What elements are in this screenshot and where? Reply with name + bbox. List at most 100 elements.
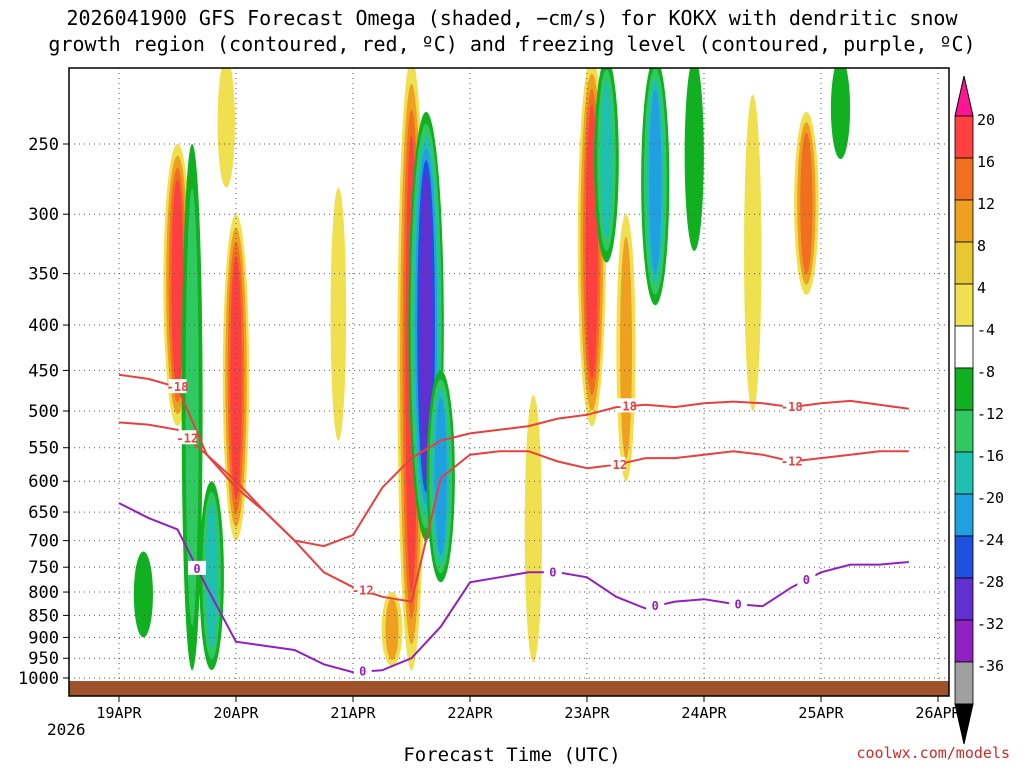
contour-0 — [118, 502, 909, 674]
y-tick-label: 350 — [28, 265, 59, 285]
contour-label-bg — [543, 564, 562, 579]
colorbar-segment — [954, 535, 974, 579]
colorbar-segment — [954, 367, 974, 411]
contour-label-bg — [797, 571, 816, 586]
omega-blob — [171, 179, 184, 391]
omega-blob — [684, 68, 704, 251]
contour-minus12 — [118, 421, 909, 603]
omega-blob — [217, 68, 235, 188]
colorbar-segment — [954, 619, 974, 663]
y-tick-label: 500 — [28, 402, 59, 422]
colorbar-label: -16 — [977, 447, 1004, 465]
x-axis-title: Forecast Time (UTC) — [403, 744, 621, 766]
x-tick-label: 23APR — [564, 704, 610, 722]
contour-label: -18 — [781, 400, 803, 414]
contour-label: 0 — [193, 562, 200, 576]
chart-title-line1: 2026041900 GFS Forecast Omega (shaded, −… — [66, 6, 958, 30]
y-tick-label: 450 — [28, 361, 59, 381]
contour-label: -12 — [176, 431, 198, 445]
contour-label-bg — [353, 582, 372, 597]
contour-label: -12 — [781, 454, 803, 468]
colorbar-segment — [954, 451, 974, 495]
colorbar-label: -32 — [977, 615, 1004, 633]
colorbar-label: 12 — [977, 195, 995, 213]
colorbar-label: -24 — [977, 531, 1004, 549]
colorbar-segment — [954, 115, 974, 159]
contour-label-bg — [646, 598, 665, 613]
omega-blob — [600, 81, 613, 240]
contour-label-bg — [178, 430, 197, 445]
colorbar-segment — [954, 199, 974, 243]
contour-minus18 — [118, 373, 909, 548]
omega-blob — [649, 89, 662, 274]
y-tick-label: 1000 — [18, 669, 59, 689]
omega-blob — [133, 551, 153, 638]
y-tick-label: 850 — [28, 606, 59, 626]
omega-blob — [330, 187, 347, 441]
contour-label-bg — [353, 663, 372, 678]
colorbar-segment — [954, 409, 974, 453]
y-tick-label: 900 — [28, 628, 59, 648]
contour-label-bg — [607, 456, 626, 471]
colorbar-label: -4 — [977, 321, 995, 339]
year-label: 2026 — [47, 720, 86, 739]
contour-label: 0 — [652, 599, 659, 613]
y-tick-label: 700 — [28, 532, 59, 552]
contour-label: -18 — [167, 380, 189, 394]
omega-blob — [744, 94, 762, 411]
y-tick-label: 400 — [28, 316, 59, 336]
contour-label-bg — [782, 453, 801, 468]
y-tick-label: 600 — [28, 472, 59, 492]
source-watermark: coolwx.com/models — [856, 744, 1010, 762]
colorbar-label: 4 — [977, 279, 986, 297]
y-tick-label: 650 — [28, 503, 59, 523]
colorbar-label: 16 — [977, 153, 995, 171]
contour-label-bg — [782, 399, 801, 414]
chart-title-line2: growth region (contoured, red, ºC) and f… — [48, 32, 976, 56]
omega-blob — [185, 188, 199, 626]
colorbar-segment — [954, 661, 974, 705]
colorbar-label: -28 — [977, 573, 1004, 591]
omega-blob — [524, 395, 543, 663]
x-tick-label: 19APR — [96, 704, 142, 722]
colorbar-label: -36 — [977, 657, 1004, 675]
x-tick-label: 25APR — [798, 704, 844, 722]
y-tick-label: 300 — [28, 205, 59, 225]
colorbar-label: -12 — [977, 405, 1004, 423]
omega-blob — [830, 68, 851, 160]
contour-label: -18 — [615, 399, 637, 413]
contour-label: 0 — [735, 597, 742, 611]
contour-label: -12 — [352, 583, 374, 597]
colorbar-top-arrow — [954, 75, 974, 117]
colorbar-segment — [954, 325, 974, 369]
contour-label: -12 — [605, 458, 627, 472]
y-tick-label: 250 — [28, 135, 59, 155]
y-tick-label: 800 — [28, 583, 59, 603]
ground-surface — [69, 681, 949, 696]
colorbar-segment — [954, 493, 974, 537]
colorbar-label: -8 — [977, 363, 995, 381]
omega-blob — [385, 598, 399, 661]
omega-blob — [230, 255, 242, 500]
x-tick-label: 20APR — [213, 704, 259, 722]
contour-label: 0 — [359, 665, 366, 679]
contour-label-bg — [168, 379, 187, 394]
colorbar-segment — [954, 157, 974, 201]
omega-blob — [434, 397, 447, 556]
colorbar-bottom-arrow — [954, 703, 974, 745]
colorbar-label: -20 — [977, 489, 1004, 507]
contour-label-bg — [729, 596, 748, 611]
colorbar-label: 20 — [977, 111, 995, 129]
y-tick-label: 750 — [28, 558, 59, 578]
y-tick-label: 950 — [28, 649, 59, 669]
x-tick-label: 24APR — [681, 704, 727, 722]
omega-blob — [419, 172, 433, 481]
omega-blob — [800, 132, 813, 275]
plot-frame — [68, 67, 950, 697]
omega-blob — [205, 502, 218, 649]
contour-label: 0 — [803, 573, 810, 587]
omega-blob — [620, 236, 632, 459]
contour-label-bg — [188, 560, 206, 575]
colorbar-label: 8 — [977, 237, 986, 255]
